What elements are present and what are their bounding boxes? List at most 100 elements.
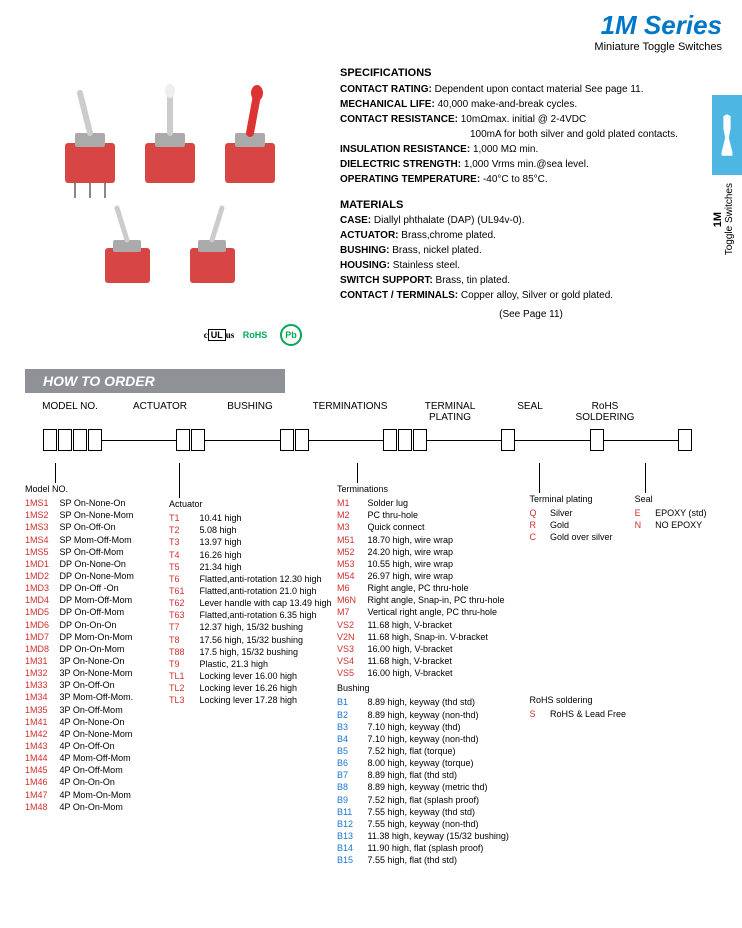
product-images: cULus RoHS Pb xyxy=(25,63,325,353)
list-item: 1M48 4P On-On-Mom xyxy=(25,801,161,813)
list-item: B2 8.89 high, keyway (non-thd) xyxy=(337,709,522,721)
list-item: T62 Lever handle with cap 13.49 high xyxy=(169,597,329,609)
list-item: C Gold over silver xyxy=(529,531,626,543)
list-item: 1MD8 DP On-On-Mom xyxy=(25,643,161,655)
label-actuator: ACTUATOR xyxy=(115,401,205,423)
ul-logo-icon: cULus xyxy=(205,323,233,347)
list-item: B5 7.52 high, flat (torque) xyxy=(337,745,522,757)
category-tab-icon xyxy=(712,95,742,175)
list-item: M7 Vertical right angle, PC thru-hole xyxy=(337,606,522,618)
spec-row: CONTACT RATING: Dependent upon contact m… xyxy=(340,82,722,97)
list-item: V2N 11.68 high, Snap-in. V-bracket xyxy=(337,631,522,643)
bushing-boxes xyxy=(280,429,309,451)
list-item: 1M32 3P On-None-Mom xyxy=(25,667,161,679)
order-boxes-row xyxy=(25,427,722,453)
list-item: TL1 Locking lever 16.00 high xyxy=(169,670,329,682)
list-item: T88 17.5 high, 15/32 bushing xyxy=(169,646,329,658)
order-labels-row: MODEL NO. ACTUATOR BUSHING TERMINATIONS … xyxy=(25,401,722,423)
actuator-column: Actuator T1 10.41 highT2 5.08 highT3 13.… xyxy=(169,463,329,866)
list-item: T5 21.34 high xyxy=(169,561,329,573)
list-item: M1 Solder lug xyxy=(337,497,522,509)
material-row: HOUSING: Stainless steel. xyxy=(340,258,722,273)
list-item: VS3 16.00 high, V-bracket xyxy=(337,643,522,655)
list-item: 1MD2 DP On-None-Mom xyxy=(25,570,161,582)
list-item: M2 PC thru-hole xyxy=(337,509,522,521)
list-item: T6 Flatted,anti-rotation 12.30 high xyxy=(169,573,329,585)
side-label: 1M Toggle Switches xyxy=(712,183,735,255)
list-item: T7 12.37 high, 15/32 bushing xyxy=(169,621,329,633)
lists-columns: Model NO. 1MS1 SP On-None-On1MS2 SP On-N… xyxy=(25,463,722,866)
spec-row: OPERATING TEMPERATURE: -40°C to 85°C. xyxy=(340,172,722,187)
list-item: 1M47 4P Mom-On-Mom xyxy=(25,789,161,801)
spec-row: MECHANICAL LIFE: 40,000 make-and-break c… xyxy=(340,97,722,112)
list-item: 1MD7 DP Mom-On-Mom xyxy=(25,631,161,643)
spec-row: DIELECTRIC STRENGTH: 1,000 Vrms min.@sea… xyxy=(340,157,722,172)
list-item: 1MS2 SP On-None-Mom xyxy=(25,509,161,521)
list-item: T1 10.41 high xyxy=(169,512,329,524)
term-bush-column: Terminations M1 Solder lugM2 PC thru-hol… xyxy=(337,463,522,866)
top-section: cULus RoHS Pb SPECIFICATIONS CONTACT RAT… xyxy=(25,63,722,353)
list-item: TL3 Locking lever 17.28 high xyxy=(169,694,329,706)
bushing-header: Bushing xyxy=(337,682,522,694)
label-rohs: RoHS SOLDERING xyxy=(565,401,645,423)
label-bushing: BUSHING xyxy=(205,401,295,423)
list-item: B13 11.38 high, keyway (15/32 bushing) xyxy=(337,830,522,842)
list-item: Q Silver xyxy=(529,507,626,519)
list-item: 1M43 4P On-Off-On xyxy=(25,740,161,752)
rohs-header: RoHS soldering xyxy=(529,694,626,706)
list-item: 1M34 3P Mom-Off-Mom. xyxy=(25,691,161,703)
list-item: M51 18.70 high, wire wrap xyxy=(337,534,522,546)
list-item: VS5 16.00 high, V-bracket xyxy=(337,667,522,679)
list-item: VS4 11.68 high, V-bracket xyxy=(337,655,522,667)
label-seal: SEAL xyxy=(495,401,565,423)
list-item: 1MD3 DP On-Off -On xyxy=(25,582,161,594)
rohs-logo-icon: RoHS xyxy=(241,323,269,347)
list-item: 1MD1 DP On-None-On xyxy=(25,558,161,570)
page: 1M Series Miniature Toggle Switches 1M T… xyxy=(0,0,742,876)
list-item: 1MD4 DP Mom-Off-Mom xyxy=(25,594,161,606)
model-boxes xyxy=(43,429,102,451)
list-item: T4 16.26 high xyxy=(169,549,329,561)
list-item: 1M44 4P Mom-Off-Mom xyxy=(25,752,161,764)
side-tab: 1M Toggle Switches xyxy=(712,95,742,255)
list-item: 1M41 4P On-None-On xyxy=(25,716,161,728)
list-item: T9 Plastic, 21.3 high xyxy=(169,658,329,670)
list-item: B15 7.55 high, flat (thd std) xyxy=(337,854,522,866)
plating-header: Terminal plating xyxy=(529,493,626,505)
list-item: B9 7.52 high, flat (splash proof) xyxy=(337,794,522,806)
list-item: B4 7.10 high, keyway (non-thd) xyxy=(337,733,522,745)
label-terminations: TERMINATIONS xyxy=(295,401,405,423)
list-item: E EPOXY (std) xyxy=(635,507,722,519)
list-item: M52 24.20 high, wire wrap xyxy=(337,546,522,558)
list-item: B1 8.89 high, keyway (thd std) xyxy=(337,696,522,708)
list-item: 1M45 4P On-Off-Mom xyxy=(25,764,161,776)
list-item: T3 13.97 high xyxy=(169,536,329,548)
list-item: M54 26.97 high, wire wrap xyxy=(337,570,522,582)
list-item: M53 10.55 high, wire wrap xyxy=(337,558,522,570)
model-column: Model NO. 1MS1 SP On-None-On1MS2 SP On-N… xyxy=(25,463,161,866)
model-header: Model NO. xyxy=(25,483,161,495)
list-item: 1M46 4P On-On-On xyxy=(25,776,161,788)
list-item: B8 8.89 high, keyway (metric thd) xyxy=(337,781,522,793)
list-item: VS2 11.68 high, V-bracket xyxy=(337,619,522,631)
specifications: SPECIFICATIONS CONTACT RATING: Dependent… xyxy=(340,63,722,353)
material-row: CONTACT / TERMINALS: Copper alloy, Silve… xyxy=(340,288,722,303)
switch-illustration xyxy=(25,63,325,313)
spec-row: INSULATION RESISTANCE: 1,000 MΩ min. xyxy=(340,142,722,157)
label-terminal-plating: TERMINAL PLATING xyxy=(405,401,495,423)
materials-heading: MATERIALS xyxy=(340,197,722,214)
list-item: 1MD5 DP On-Off-Mom xyxy=(25,606,161,618)
list-item: B11 7.55 high, keyway (thd std) xyxy=(337,806,522,818)
list-item: 1MS5 SP On-Off-Mom xyxy=(25,546,161,558)
list-item: 1M42 4P On-None-Mom xyxy=(25,728,161,740)
actuator-boxes xyxy=(176,429,205,451)
list-item: 1MS4 SP Mom-Off-Mom xyxy=(25,534,161,546)
spec-row: 100mA for both silver and gold plated co… xyxy=(340,127,722,142)
list-item: B6 8.00 high, keyway (torque) xyxy=(337,757,522,769)
list-item: B14 11.90 high, flat (splash proof) xyxy=(337,842,522,854)
list-item: 1M31 3P On-None-On xyxy=(25,655,161,667)
list-item: M6N Right angle, Snap-in, PC thru-hole xyxy=(337,594,522,606)
plating-seal-column: Terminal plating Q SilverR GoldC Gold ov… xyxy=(529,463,626,866)
list-item: M6 Right angle, PC thru-hole xyxy=(337,582,522,594)
series-subtitle: Miniature Toggle Switches xyxy=(25,41,722,53)
